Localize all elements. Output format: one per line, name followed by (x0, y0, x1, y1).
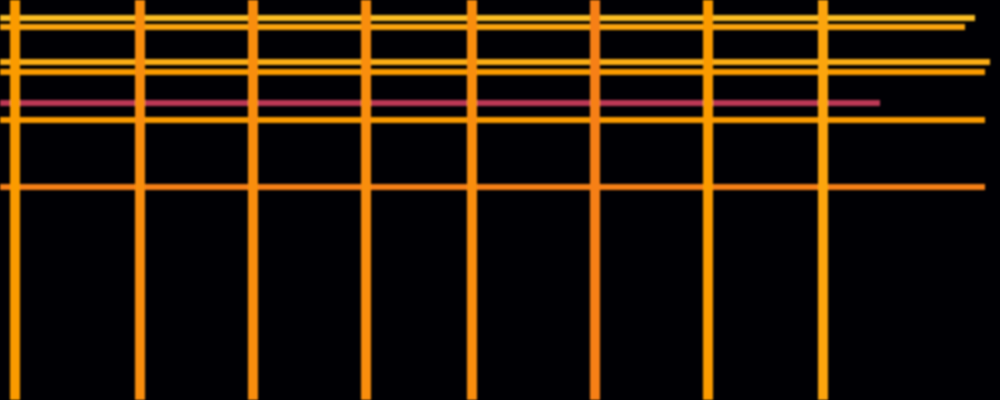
partial (0, 69, 985, 75)
onset (248, 0, 258, 400)
onset (135, 0, 145, 400)
onset (361, 0, 371, 400)
partial (0, 59, 990, 65)
background (0, 0, 1000, 400)
chart (0, 0, 1000, 400)
marks (0, 0, 990, 400)
plot (0, 0, 1000, 400)
partial (0, 184, 985, 190)
onset (10, 0, 20, 400)
partial (0, 100, 880, 106)
onset (818, 0, 828, 400)
partial (0, 117, 985, 123)
onset (703, 0, 713, 400)
partial (0, 15, 975, 21)
onset (467, 0, 477, 400)
onset (590, 0, 600, 400)
